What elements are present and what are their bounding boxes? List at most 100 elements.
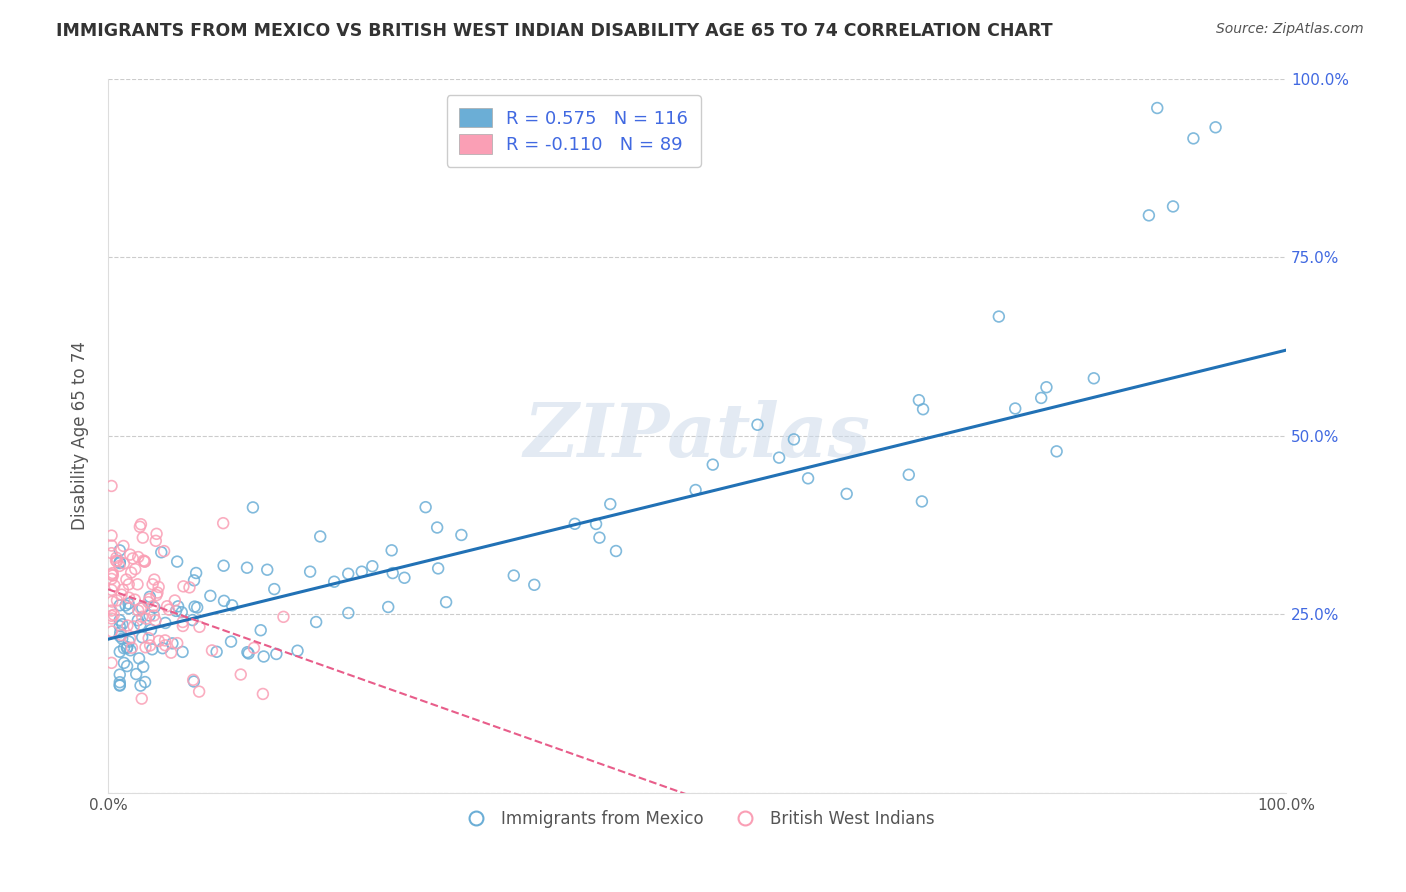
Point xyxy=(381,566,404,580)
Point xyxy=(100,528,122,542)
Point xyxy=(170,605,193,619)
Point xyxy=(145,526,167,541)
Point xyxy=(131,691,153,706)
Point xyxy=(135,640,157,655)
Point xyxy=(1035,380,1057,394)
Point xyxy=(337,566,360,581)
Point xyxy=(112,656,135,670)
Point xyxy=(142,599,165,613)
Point xyxy=(134,554,156,568)
Point xyxy=(101,566,124,580)
Point xyxy=(139,590,162,604)
Point xyxy=(138,631,160,645)
Point xyxy=(105,554,128,568)
Point xyxy=(305,615,328,629)
Point xyxy=(131,630,153,644)
Point xyxy=(139,639,162,653)
Point xyxy=(1083,371,1105,385)
Point xyxy=(350,565,373,579)
Point xyxy=(911,494,934,508)
Point xyxy=(605,544,627,558)
Point xyxy=(212,558,235,573)
Point xyxy=(200,589,222,603)
Point xyxy=(122,619,145,633)
Point xyxy=(127,603,149,617)
Point xyxy=(564,516,586,531)
Point xyxy=(132,660,155,674)
Point xyxy=(145,613,167,627)
Point xyxy=(188,684,211,698)
Point xyxy=(987,310,1010,324)
Point xyxy=(172,615,194,629)
Point xyxy=(105,554,128,568)
Point xyxy=(129,617,152,632)
Point xyxy=(112,641,135,656)
Point xyxy=(100,611,122,625)
Point xyxy=(110,588,132,602)
Point xyxy=(100,656,122,670)
Point xyxy=(120,548,142,562)
Point xyxy=(100,539,122,553)
Point xyxy=(183,599,205,614)
Point xyxy=(184,566,207,580)
Point xyxy=(108,679,131,693)
Point xyxy=(152,641,174,656)
Point xyxy=(103,579,125,593)
Point xyxy=(273,610,295,624)
Point xyxy=(112,557,135,571)
Point xyxy=(212,594,235,608)
Point xyxy=(110,625,132,640)
Point xyxy=(221,599,243,613)
Point xyxy=(181,613,204,627)
Point xyxy=(100,479,122,493)
Point xyxy=(166,636,188,650)
Point xyxy=(105,593,128,607)
Point xyxy=(115,659,138,673)
Point xyxy=(434,595,457,609)
Point xyxy=(1137,208,1160,222)
Point xyxy=(172,619,194,633)
Point xyxy=(186,600,208,615)
Point xyxy=(142,577,165,591)
Point xyxy=(115,573,138,587)
Point xyxy=(121,640,143,655)
Point xyxy=(165,604,187,618)
Point xyxy=(263,582,285,596)
Point xyxy=(128,651,150,665)
Point xyxy=(394,571,416,585)
Point xyxy=(783,433,806,447)
Legend: Immigrants from Mexico, British West Indians: Immigrants from Mexico, British West Ind… xyxy=(453,803,942,834)
Point xyxy=(117,640,139,655)
Point xyxy=(114,599,136,613)
Point xyxy=(835,487,858,501)
Point xyxy=(129,601,152,615)
Point xyxy=(236,645,259,659)
Point xyxy=(121,551,143,566)
Point xyxy=(118,634,141,648)
Point xyxy=(143,573,166,587)
Point xyxy=(111,632,134,646)
Point xyxy=(155,638,177,652)
Point xyxy=(120,643,142,657)
Point xyxy=(157,602,180,616)
Point xyxy=(160,646,183,660)
Point xyxy=(249,624,271,638)
Point xyxy=(146,585,169,599)
Point xyxy=(266,647,288,661)
Point xyxy=(124,562,146,576)
Point xyxy=(111,617,134,632)
Point xyxy=(127,577,149,591)
Point xyxy=(115,641,138,656)
Point xyxy=(1146,101,1168,115)
Point xyxy=(112,539,135,553)
Point xyxy=(599,497,621,511)
Point xyxy=(685,483,707,497)
Point xyxy=(145,588,167,602)
Point xyxy=(108,675,131,690)
Point xyxy=(912,402,935,417)
Point xyxy=(145,533,167,548)
Point xyxy=(138,595,160,609)
Point xyxy=(108,555,131,569)
Point xyxy=(100,572,122,586)
Point xyxy=(908,393,931,408)
